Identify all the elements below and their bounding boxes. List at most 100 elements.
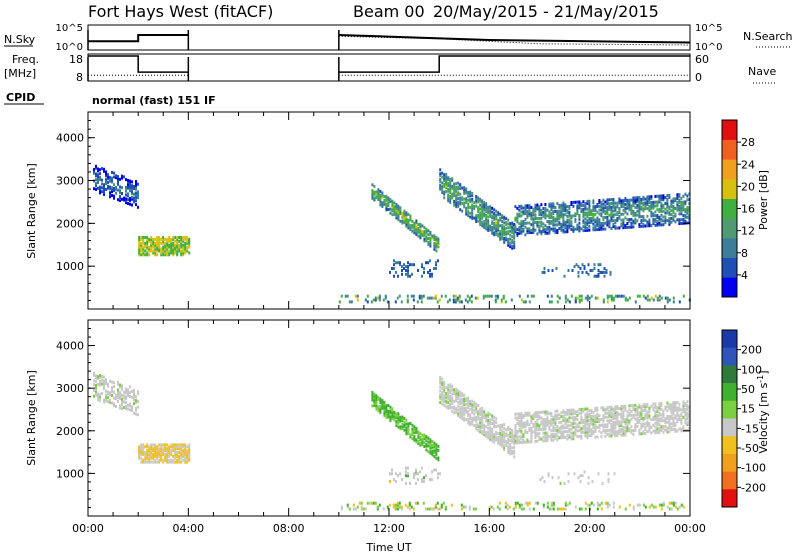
night-band-b-cell [650, 206, 653, 210]
scatter-low-cell [395, 270, 397, 274]
night-band-b-cell [568, 429, 571, 433]
scatter-low-cell [401, 265, 403, 269]
evening-arc-cell [403, 221, 406, 225]
night-band-b-cell [588, 415, 591, 418]
morning-lower-cell [148, 454, 151, 458]
night-band-b-cell [612, 215, 615, 219]
night-band-b-cell [662, 413, 665, 417]
night-band-a-cell [493, 233, 496, 237]
ground-scatter-cell [526, 503, 529, 507]
evening-arc-cell [427, 229, 430, 233]
night-band-a-cell [505, 230, 508, 234]
freq-series-0-segment-1 [338, 55, 690, 73]
night-band-a-cell [445, 395, 448, 399]
ground-scatter-cell [418, 296, 421, 300]
ground-scatter-cell [374, 298, 377, 302]
evening-arc-cell [381, 191, 384, 195]
morning-lower-cell [158, 241, 161, 245]
night-band-b-cell [546, 421, 549, 425]
morning-upper-cell [117, 182, 119, 186]
morning-lower-cell [166, 249, 169, 253]
night-band-b-cell [628, 427, 631, 431]
ground-scatter-cell [660, 296, 663, 300]
night-band-b-cell [540, 422, 543, 426]
morning-lower-cell [146, 449, 149, 453]
night-band-a-cell [509, 444, 512, 448]
night-band-a-cell [469, 415, 472, 419]
x-axis-label: Time UT [365, 541, 411, 554]
night-band-a-cell [493, 208, 496, 212]
night-band-b-cell [534, 436, 537, 440]
evening-arc-cell [435, 241, 438, 245]
night-band-b-cell [586, 417, 589, 420]
night-band-b-cell [612, 213, 615, 217]
morning-lower-cell [142, 245, 145, 249]
morning-upper-cell [125, 193, 127, 197]
evening-arc-cell [397, 412, 400, 416]
night-band-b-cell [650, 201, 653, 204]
ground-scatter-cell [466, 300, 469, 304]
morning-upper-cell [111, 180, 113, 184]
night-band-a-cell [477, 413, 480, 417]
night-band-b-cell [586, 428, 589, 432]
morning-lower-cell [182, 451, 185, 454]
evening-arc-cell [423, 237, 426, 241]
night-band-b-cell [642, 217, 645, 220]
night-band-a-cell [465, 191, 468, 195]
ground-scatter-cell [392, 505, 395, 509]
night-band-b-cell [624, 418, 627, 422]
night-band-a-cell [513, 246, 516, 250]
morning-lower-cell [178, 243, 181, 247]
night-band-b-cell [544, 210, 547, 214]
night-band-b-cell [608, 223, 611, 227]
night-band-b-cell [668, 416, 671, 420]
night-band-a-cell [481, 214, 484, 218]
evening-arc-cell [391, 416, 394, 420]
night-band-b-cell [544, 224, 547, 228]
evening-arc-cell [429, 244, 432, 248]
night-band-b-cell [554, 419, 557, 423]
night-band-b-cell [544, 206, 547, 210]
morning-upper-cell [127, 403, 129, 407]
night-band-b-cell [646, 224, 649, 228]
morning-lower-cell [174, 460, 177, 464]
night-band-a-cell [441, 387, 444, 391]
night-band-b-cell [530, 428, 533, 432]
night-band-a-cell [489, 412, 492, 416]
night-band-b-cell [686, 198, 689, 202]
night-band-b-cell [608, 221, 611, 225]
scatter-low2-cell [597, 263, 600, 267]
night-band-b-cell [536, 439, 539, 443]
night-band-b-cell [610, 434, 613, 438]
evening-arc-cell [415, 229, 418, 233]
night-band-b-cell [542, 210, 545, 214]
scatter-low-cell [411, 272, 413, 276]
morning-lower-cell [162, 251, 165, 255]
night-band-a-cell [511, 432, 514, 436]
night-band-b-cell [604, 434, 607, 438]
scatter-low-cell [421, 466, 423, 470]
night-band-a-cell [499, 424, 502, 427]
power-marks [93, 164, 691, 304]
scatter-low2-cell [597, 269, 600, 272]
night-band-b-cell [538, 416, 541, 420]
night-band-b-cell [616, 430, 619, 434]
night-band-b-cell [614, 409, 617, 413]
night-band-b-cell [622, 222, 625, 226]
colorbar-swatch-1 [722, 257, 737, 278]
night-band-b-cell [530, 217, 533, 221]
night-band-b-cell [546, 412, 549, 416]
night-band-b-cell [648, 422, 651, 426]
night-band-b-cell [586, 228, 589, 232]
night-band-b-cell [560, 430, 563, 434]
night-band-b-cell [662, 411, 665, 415]
evening-arc-cell [417, 432, 420, 436]
night-band-b-cell [656, 415, 659, 419]
scatter-low-cell [417, 269, 419, 272]
evening-arc-cell [399, 210, 402, 214]
night-band-b-cell [656, 419, 659, 423]
scatter-low-cell [405, 481, 407, 485]
night-band-b-cell [608, 411, 611, 415]
night-band-a-cell [499, 435, 502, 439]
morning-upper-cell [97, 394, 99, 398]
